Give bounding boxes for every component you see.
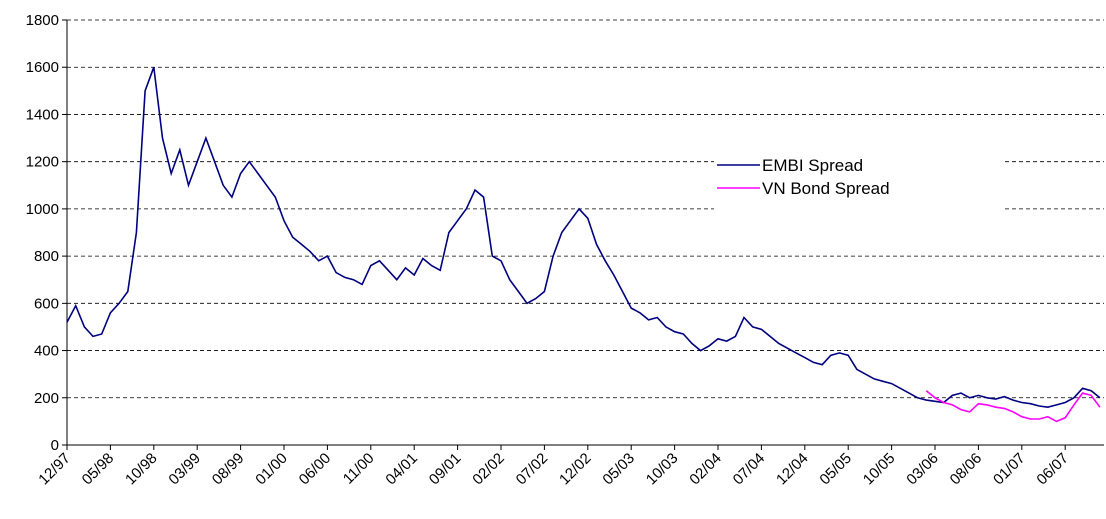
y-tick-label: 0 xyxy=(51,437,59,454)
y-tick-label: 1000 xyxy=(26,201,59,218)
y-tick-label: 1600 xyxy=(26,59,59,76)
x-tick-label: 03/99 xyxy=(165,450,204,489)
x-tick-label: 12/04 xyxy=(773,450,812,489)
legend xyxy=(714,120,1004,212)
x-tick-label: 01/00 xyxy=(252,450,291,489)
x-tick-label: 03/06 xyxy=(903,450,942,489)
series-line xyxy=(66,66,1101,409)
x-tick-label: 12/02 xyxy=(556,450,595,489)
legend-label: EMBI Spread xyxy=(762,156,863,175)
x-tick-label: 04/01 xyxy=(382,450,421,489)
x-tick-label: 09/01 xyxy=(426,450,465,489)
x-tick-label: 07/02 xyxy=(513,450,552,489)
x-tick-label: 10/05 xyxy=(860,450,899,489)
y-tick-label: 200 xyxy=(34,390,59,407)
y-tick-label: 1400 xyxy=(26,106,59,123)
x-tick-label: 12/97 xyxy=(35,450,74,489)
x-tick-label: 05/05 xyxy=(816,450,855,489)
x-tick-label: 10/03 xyxy=(643,450,682,489)
x-tick-label: 10/98 xyxy=(122,450,161,489)
y-tick-label: 600 xyxy=(34,295,59,312)
x-tick-label: 06/00 xyxy=(296,450,335,489)
x-tick-label: 05/03 xyxy=(599,450,638,489)
x-tick-label: 08/99 xyxy=(209,450,248,489)
y-tick-label: 400 xyxy=(34,343,59,360)
x-tick-label: 11/00 xyxy=(340,450,378,488)
series-line xyxy=(925,390,1101,423)
y-tick-label: 1800 xyxy=(26,12,59,29)
x-tick-label: 08/06 xyxy=(947,450,986,489)
x-tick-label: 07/04 xyxy=(730,450,769,489)
y-tick-label: 1200 xyxy=(26,154,59,171)
x-tick-label: 02/02 xyxy=(469,450,508,489)
x-tick-label: 01/07 xyxy=(990,450,1029,489)
x-tick-label: 05/98 xyxy=(79,450,118,489)
legend-label: VN Bond Spread xyxy=(762,179,890,198)
x-tick-label: 06/07 xyxy=(1033,450,1072,489)
x-tick-label: 02/04 xyxy=(686,450,725,489)
y-tick-label: 800 xyxy=(34,248,59,265)
